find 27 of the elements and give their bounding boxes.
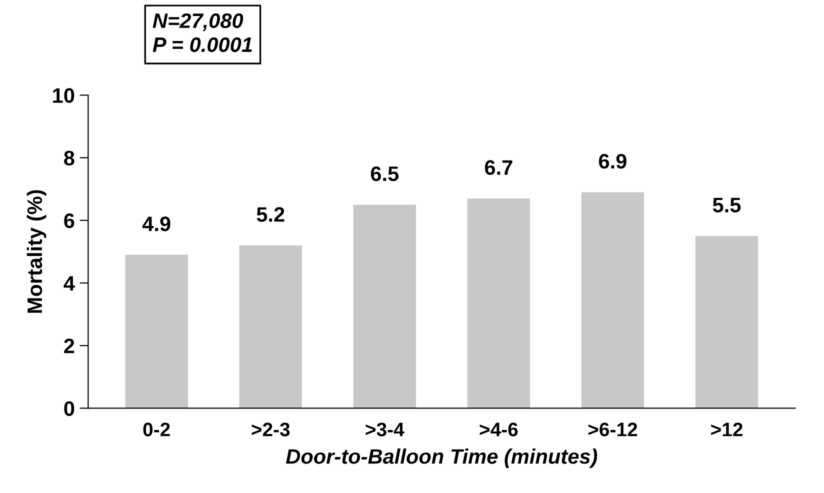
y-tick-label: 4: [64, 276, 75, 291]
data-label: 4.9: [142, 216, 170, 232]
bar: [353, 204, 416, 408]
x-tick-label: >2-3: [252, 422, 290, 436]
y-tick-label: 10: [53, 88, 74, 103]
data-label: 6.5: [370, 166, 399, 182]
x-axis-title: Door-to-Balloon Time (minutes): [286, 448, 598, 468]
y-tick-label: 2: [64, 338, 74, 354]
bar: [125, 254, 188, 408]
data-label: 6.7: [484, 160, 512, 175]
data-label: 5.2: [256, 207, 284, 222]
y-axis-title: Mortality (%): [26, 190, 46, 313]
x-tick-label: >6-12: [588, 422, 638, 436]
x-tick-label: >12: [711, 422, 742, 436]
y-tick-label: 8: [64, 150, 74, 166]
y-tick-label: 6: [64, 213, 74, 228]
x-tick-label: >3-4: [366, 422, 404, 436]
bar: [239, 245, 302, 408]
x-tick-label: >4-6: [480, 422, 518, 436]
data-label: 6.9: [598, 154, 626, 169]
bar: [695, 236, 758, 408]
bar: [467, 198, 530, 408]
data-label: 5.5: [712, 198, 741, 212]
y-tick-label: 0: [64, 401, 74, 416]
x-tick-label: 0-2: [143, 422, 170, 436]
text: N=27,080 P = 0.0001: [152, 13, 252, 52]
bar: [581, 192, 644, 408]
